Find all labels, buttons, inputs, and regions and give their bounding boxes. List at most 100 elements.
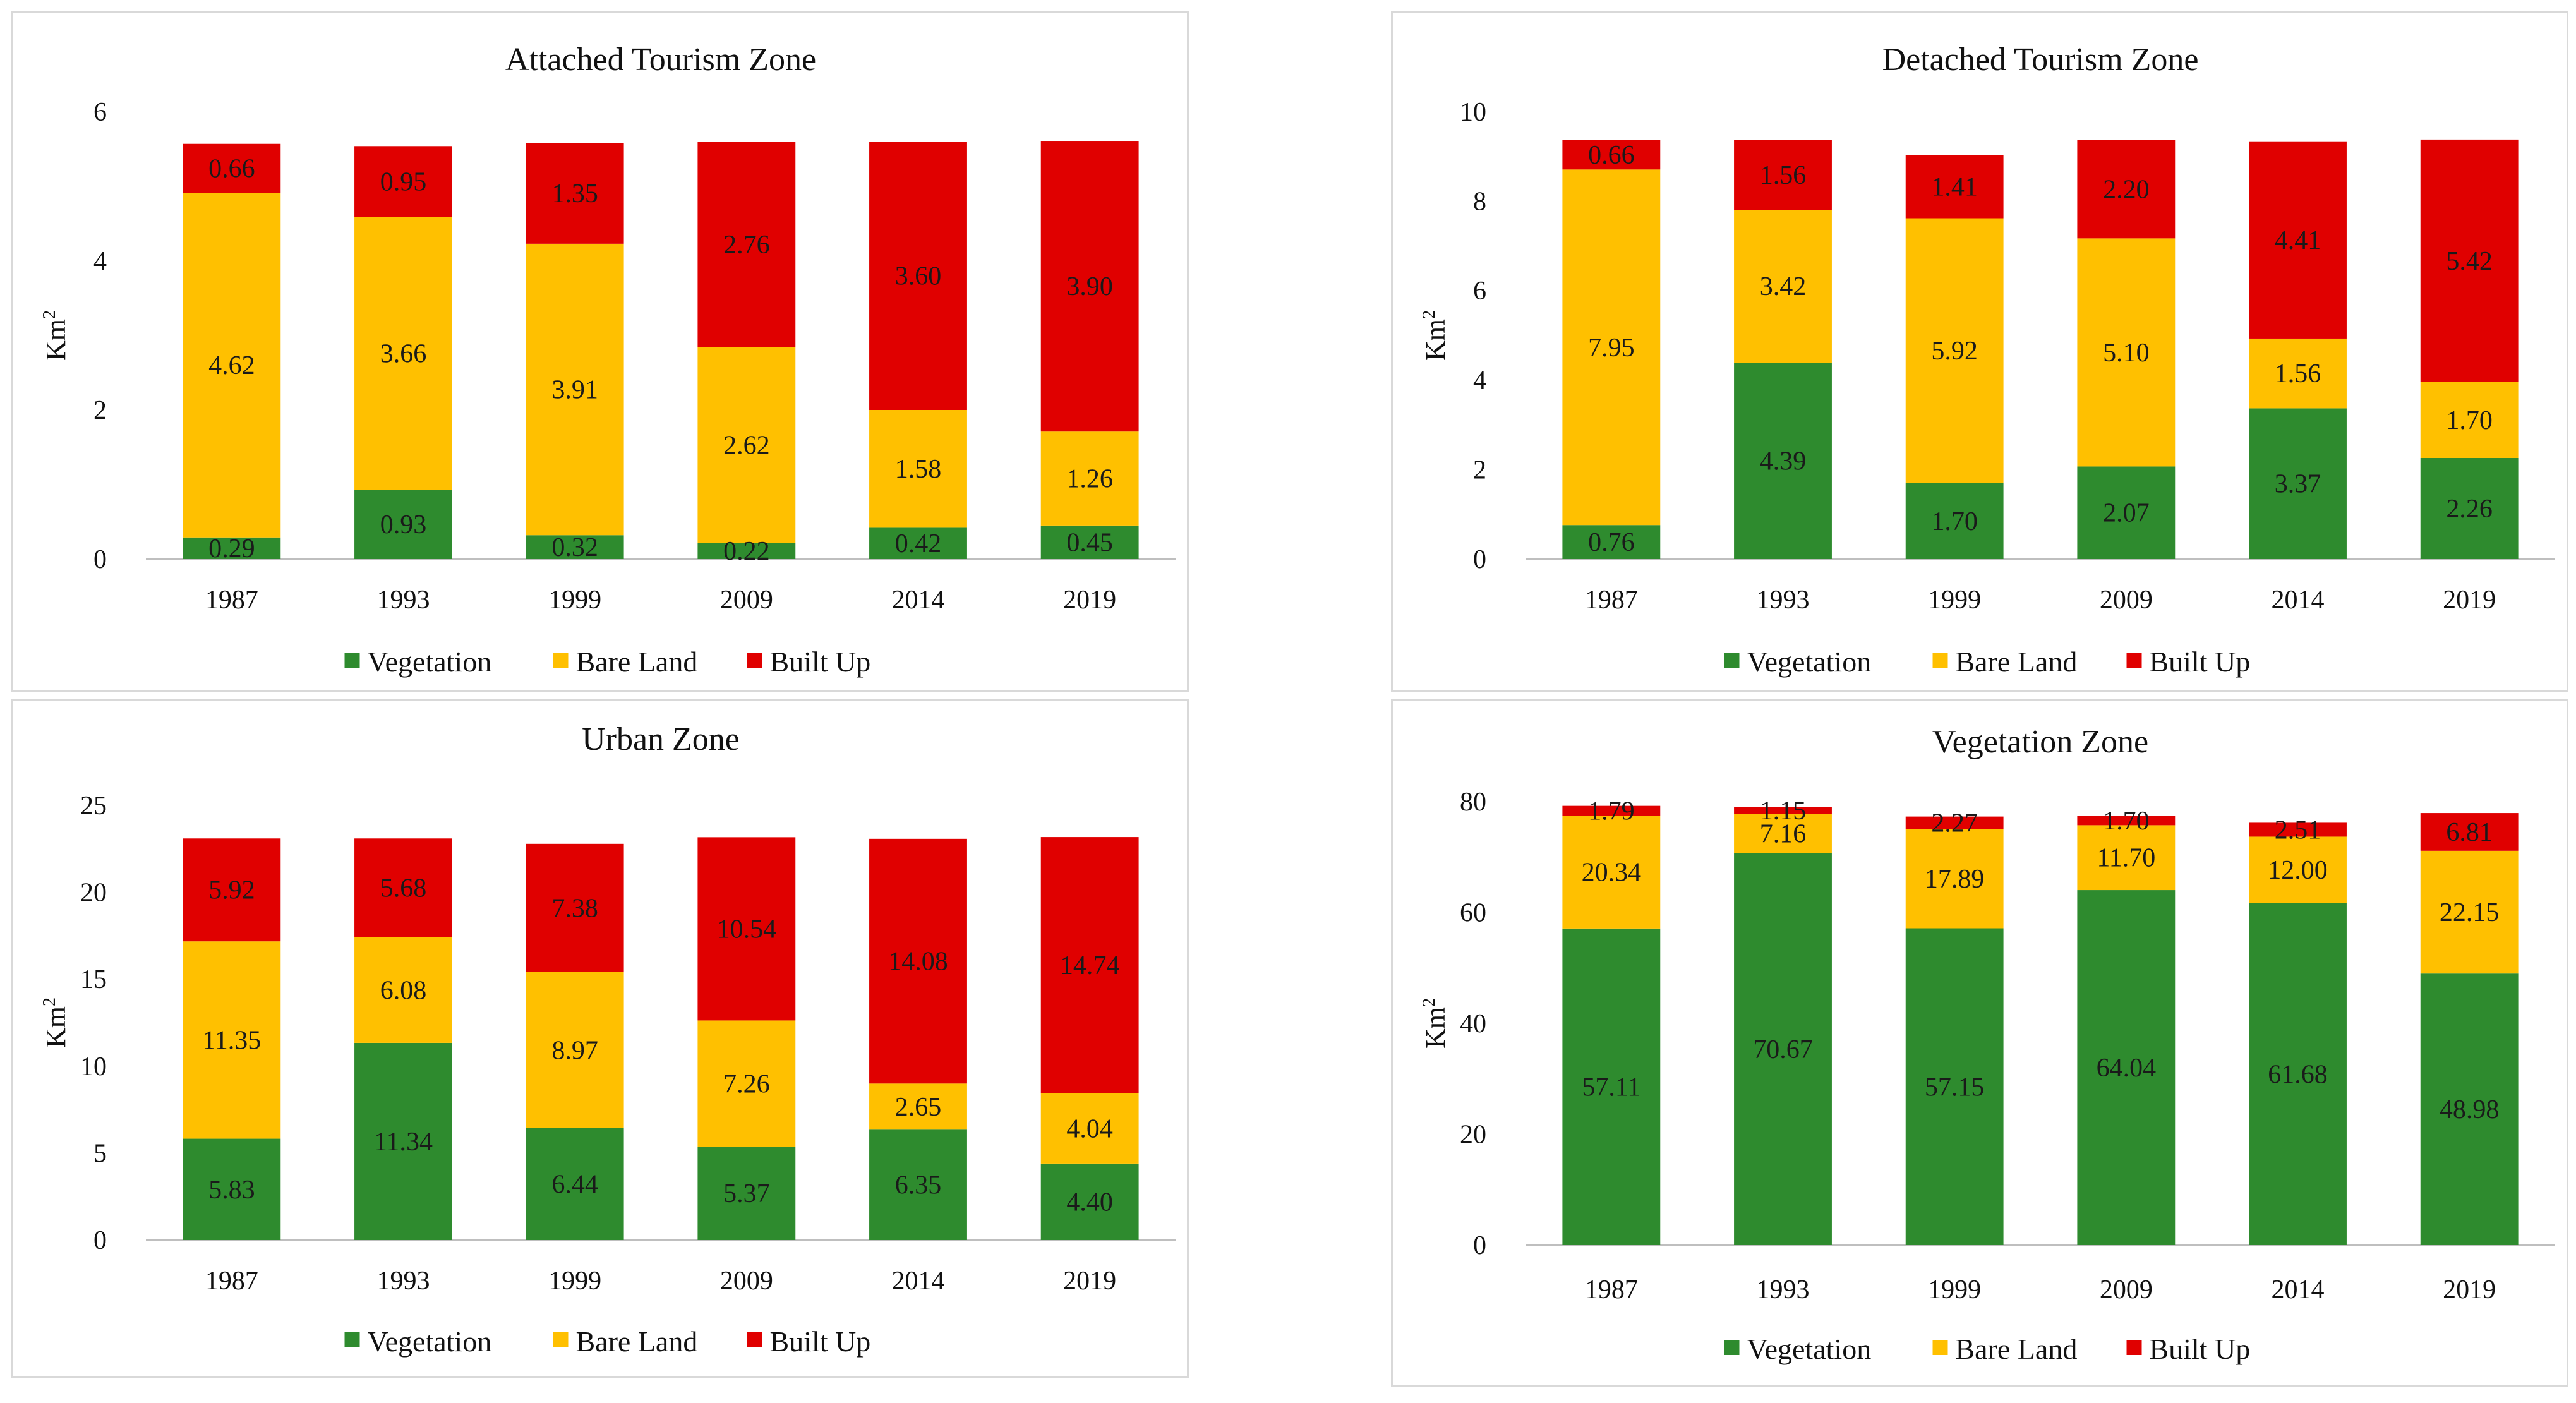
bar-bare-land-1987 (1562, 169, 1661, 526)
legend-label: Built Up (2150, 1333, 2251, 1365)
legend-item-built-up: Built Up (2126, 646, 2251, 678)
data-label-vegetation-1993: 0.93 (380, 510, 427, 539)
chart-panel-vegetation-zone: Vegetation Zone Km2 0 20 40 60 80 1987 1993 1999 2… (1391, 699, 2568, 1387)
y-tick-label: 6 (93, 98, 107, 127)
data-label-built-up-1993: 0.95 (380, 167, 427, 196)
data-label-built-up-2014: 2.51 (2275, 816, 2321, 845)
bar-built-up-2014 (869, 142, 967, 410)
legend-label: Built Up (770, 1325, 871, 1358)
y-tick-label: 2 (93, 396, 107, 425)
bar-vegetation-1987 (1562, 928, 1661, 1245)
data-label-built-up-1993: 5.68 (380, 874, 427, 903)
bar-bare-land-2019 (2420, 382, 2519, 458)
bar-built-up-2009 (697, 142, 796, 347)
y-tick-label: 40 (1460, 1009, 1486, 1039)
data-label-built-up-1999: 2.27 (1931, 809, 1978, 838)
data-label-bare-land-2019: 4.04 (1066, 1114, 1113, 1143)
data-label-vegetation-1999: 6.44 (551, 1170, 598, 1199)
x-tick-label: 1999 (1928, 1275, 1981, 1304)
x-tick-label: 2009 (720, 1267, 773, 1296)
bar-built-up-1987 (183, 838, 281, 942)
bar-built-up-1999 (526, 843, 624, 972)
data-label-built-up-1999: 1.35 (551, 179, 598, 208)
bar-bare-land-1987 (183, 193, 281, 538)
x-tick-label: 1987 (1585, 586, 1638, 615)
x-tick-label: 2014 (892, 1267, 945, 1296)
bar-bare-land-2019 (2420, 850, 2519, 974)
x-tick-label: 2019 (1063, 1267, 1116, 1296)
data-label-bare-land-1993: 3.66 (380, 339, 427, 368)
chart-title: Urban Zone (582, 721, 740, 757)
y-tick-label: 80 (1460, 788, 1486, 817)
y-axis-title: Km2 (1419, 998, 1451, 1049)
x-tick-label: 1987 (205, 586, 258, 615)
data-label-vegetation-2019: 48.98 (2440, 1095, 2500, 1124)
bar-bare-land-1993 (354, 937, 452, 1043)
x-tick-label: 2009 (2100, 1275, 2153, 1304)
y-tick-label: 6 (1473, 277, 1486, 306)
y-axis-title: Km2 (40, 310, 71, 361)
legend-label: Built Up (2150, 646, 2251, 678)
y-tick-label: 2 (1473, 455, 1486, 485)
bar-vegetation-2014 (869, 1129, 967, 1240)
data-label-bare-land-2009: 2.62 (723, 431, 770, 460)
data-label-bare-land-2019: 1.26 (1066, 465, 1113, 494)
y-axis-title: Km2 (40, 997, 71, 1048)
x-tick-label: 2014 (2272, 1275, 2325, 1304)
bar-bare-land-1999 (526, 972, 624, 1128)
bar-built-up-1999 (1905, 155, 2004, 219)
data-label-vegetation-1987: 57.11 (1582, 1073, 1640, 1102)
chart-title: Detached Tourism Zone (1882, 42, 2199, 78)
legend-item-built-up: Built Up (747, 646, 870, 678)
y-tick-label: 8 (1473, 188, 1486, 217)
y-tick-label: 15 (80, 965, 107, 994)
y-tick-label: 5 (93, 1139, 107, 1168)
bar-bare-land-1999 (1905, 218, 2004, 483)
data-label-vegetation-1999: 1.70 (1931, 507, 1978, 536)
data-label-bare-land-2014: 1.56 (2275, 359, 2321, 388)
data-label-vegetation-1999: 57.15 (1925, 1073, 1985, 1102)
legend-item-built-up: Built Up (747, 1325, 871, 1358)
bar-vegetation-1993 (354, 490, 452, 559)
bar-vegetation-1999 (1905, 483, 2004, 559)
chart-vegetation-zone: Vegetation Zone Km2 0 20 40 60 80 1987 1993 1999 2… (1419, 724, 2555, 1365)
data-label-vegetation-2019: 2.26 (2446, 495, 2493, 524)
bar-built-up-1993 (354, 838, 452, 937)
data-label-bare-land-2009: 11.70 (2097, 844, 2155, 873)
data-label-built-up-1999: 7.38 (551, 894, 598, 923)
bar-bare-land-1987 (183, 941, 281, 1139)
x-tick-label: 1999 (1928, 586, 1981, 615)
x-tick-label: 1993 (377, 586, 430, 615)
y-axis-title: Km2 (1419, 310, 1451, 361)
chart-panel-detached-tourism-zone: Detached Tourism Zone Km2 0 2 4 6 8 10 1987 1993 1… (1391, 11, 2568, 692)
bar-vegetation-2019 (1040, 525, 1139, 559)
bar-vegetation-2014 (2249, 408, 2347, 559)
data-label-vegetation-1987: 5.83 (208, 1176, 255, 1205)
data-label-built-up-2009: 2.76 (723, 231, 770, 260)
bar-built-up-1993 (354, 146, 452, 217)
bar-built-up-2009 (697, 837, 796, 1021)
data-label-built-up-2019: 5.42 (2446, 247, 2493, 276)
bar-bare-land-2014 (2249, 338, 2347, 409)
bar-vegetation-1987 (183, 1138, 281, 1240)
x-tick-label: 1987 (205, 1267, 258, 1296)
data-label-bare-land-1999: 8.97 (551, 1036, 598, 1065)
data-label-bare-land-2019: 1.70 (2446, 406, 2493, 435)
data-label-bare-land-1993: 3.42 (1760, 272, 1807, 301)
bar-built-up-1993 (1734, 807, 1832, 814)
y-tick-label: 4 (93, 247, 107, 276)
bar-bare-land-2009 (2077, 238, 2176, 467)
data-label-bare-land-1987: 11.35 (202, 1026, 261, 1055)
data-label-vegetation-2019: 4.40 (1066, 1188, 1113, 1217)
chart-title: Attached Tourism Zone (505, 42, 816, 78)
bar-vegetation-2014 (869, 527, 967, 559)
legend-swatch-bare-land (1932, 1340, 1948, 1355)
legend-label: Vegetation (368, 646, 492, 678)
bar-built-up-2014 (2249, 822, 2347, 837)
data-label-built-up-2014: 4.41 (2275, 226, 2321, 255)
x-tick-label: 1993 (377, 1267, 430, 1296)
data-label-bare-land-1993: 7.16 (1760, 819, 1807, 848)
data-label-built-up-1987: 5.92 (208, 876, 255, 905)
bar-vegetation-1993 (1734, 363, 1832, 559)
data-label-built-up-1987: 1.79 (1588, 797, 1635, 826)
